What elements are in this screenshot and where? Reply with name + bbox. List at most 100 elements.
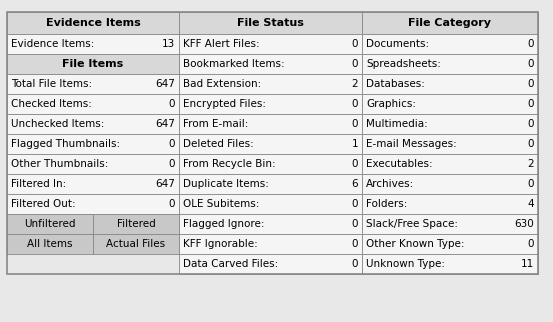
- Text: 0: 0: [352, 99, 358, 109]
- Bar: [362, 214, 538, 234]
- Bar: [362, 114, 538, 134]
- Bar: [362, 74, 538, 94]
- Bar: [7, 194, 179, 214]
- Text: Graphics:: Graphics:: [366, 99, 416, 109]
- Text: Multimedia:: Multimedia:: [366, 119, 428, 129]
- Text: Evidence Items: Evidence Items: [46, 18, 140, 28]
- Bar: [179, 134, 362, 154]
- Text: Duplicate Items:: Duplicate Items:: [183, 179, 269, 189]
- Bar: [362, 174, 538, 194]
- Text: 0: 0: [352, 39, 358, 49]
- Text: Total File Items:: Total File Items:: [11, 79, 92, 89]
- Text: KFF Alert Files:: KFF Alert Files:: [183, 39, 259, 49]
- Text: Slack/Free Space:: Slack/Free Space:: [366, 219, 458, 229]
- Text: 0: 0: [528, 99, 534, 109]
- Text: 0: 0: [352, 259, 358, 269]
- Text: Other Known Type:: Other Known Type:: [366, 239, 465, 249]
- Text: Executables:: Executables:: [366, 159, 432, 169]
- Text: 2: 2: [528, 159, 534, 169]
- Bar: [7, 234, 93, 254]
- Bar: [7, 54, 179, 74]
- Bar: [7, 12, 179, 34]
- Bar: [179, 94, 362, 114]
- Text: 0: 0: [169, 99, 175, 109]
- Bar: [362, 34, 538, 54]
- Text: Spreadsheets:: Spreadsheets:: [366, 59, 441, 69]
- Bar: [7, 74, 179, 94]
- Bar: [7, 12, 538, 274]
- Text: From Recycle Bin:: From Recycle Bin:: [183, 159, 275, 169]
- Text: 0: 0: [528, 139, 534, 149]
- Text: 11: 11: [521, 259, 534, 269]
- Bar: [179, 12, 362, 34]
- Text: 0: 0: [528, 239, 534, 249]
- Bar: [7, 114, 179, 134]
- Text: Evidence Items:: Evidence Items:: [11, 39, 95, 49]
- Bar: [362, 254, 538, 274]
- Bar: [362, 234, 538, 254]
- Text: Documents:: Documents:: [366, 39, 429, 49]
- Text: Deleted Files:: Deleted Files:: [183, 139, 254, 149]
- Text: OLE Subitems:: OLE Subitems:: [183, 199, 259, 209]
- Text: Other Thumbnails:: Other Thumbnails:: [11, 159, 108, 169]
- Text: Archives:: Archives:: [366, 179, 414, 189]
- Text: 6: 6: [351, 179, 358, 189]
- Bar: [179, 114, 362, 134]
- Bar: [7, 34, 179, 54]
- Text: 0: 0: [352, 59, 358, 69]
- Text: 647: 647: [155, 179, 175, 189]
- Bar: [179, 234, 362, 254]
- Bar: [362, 12, 538, 34]
- Text: File Category: File Category: [409, 18, 492, 28]
- Text: Actual Files: Actual Files: [106, 239, 165, 249]
- Text: Flagged Thumbnails:: Flagged Thumbnails:: [11, 139, 120, 149]
- Text: 0: 0: [528, 59, 534, 69]
- Bar: [7, 174, 179, 194]
- Text: Flagged Ignore:: Flagged Ignore:: [183, 219, 264, 229]
- Bar: [179, 54, 362, 74]
- Bar: [362, 194, 538, 214]
- Text: 647: 647: [155, 119, 175, 129]
- Text: 647: 647: [155, 79, 175, 89]
- Bar: [7, 94, 179, 114]
- Text: Bookmarked Items:: Bookmarked Items:: [183, 59, 285, 69]
- Text: 2: 2: [351, 79, 358, 89]
- Text: 0: 0: [352, 199, 358, 209]
- Bar: [93, 214, 179, 234]
- Bar: [7, 214, 93, 234]
- Text: 0: 0: [528, 79, 534, 89]
- Bar: [93, 234, 179, 254]
- Text: Encrypted Files:: Encrypted Files:: [183, 99, 266, 109]
- Text: From E-mail:: From E-mail:: [183, 119, 248, 129]
- Text: 0: 0: [169, 139, 175, 149]
- Text: Bad Extension:: Bad Extension:: [183, 79, 261, 89]
- Text: KFF Ignorable:: KFF Ignorable:: [183, 239, 258, 249]
- Text: Unchecked Items:: Unchecked Items:: [11, 119, 105, 129]
- Bar: [362, 94, 538, 114]
- Bar: [362, 154, 538, 174]
- Bar: [179, 34, 362, 54]
- Text: 0: 0: [169, 199, 175, 209]
- Bar: [7, 154, 179, 174]
- Text: File Status: File Status: [237, 18, 304, 28]
- Text: 0: 0: [169, 159, 175, 169]
- Text: Unknown Type:: Unknown Type:: [366, 259, 445, 269]
- Bar: [179, 254, 362, 274]
- Bar: [179, 74, 362, 94]
- Text: Unfiltered: Unfiltered: [24, 219, 76, 229]
- Text: Databases:: Databases:: [366, 79, 425, 89]
- Text: Checked Items:: Checked Items:: [11, 99, 92, 109]
- Text: 0: 0: [352, 239, 358, 249]
- Text: Filtered: Filtered: [117, 219, 155, 229]
- Text: E-mail Messages:: E-mail Messages:: [366, 139, 457, 149]
- Bar: [362, 134, 538, 154]
- Text: 0: 0: [352, 159, 358, 169]
- Text: 1: 1: [351, 139, 358, 149]
- Bar: [179, 194, 362, 214]
- Text: 4: 4: [528, 199, 534, 209]
- Text: File Items: File Items: [62, 59, 124, 69]
- Text: 0: 0: [528, 179, 534, 189]
- Text: Data Carved Files:: Data Carved Files:: [183, 259, 278, 269]
- Text: 0: 0: [352, 219, 358, 229]
- Bar: [179, 154, 362, 174]
